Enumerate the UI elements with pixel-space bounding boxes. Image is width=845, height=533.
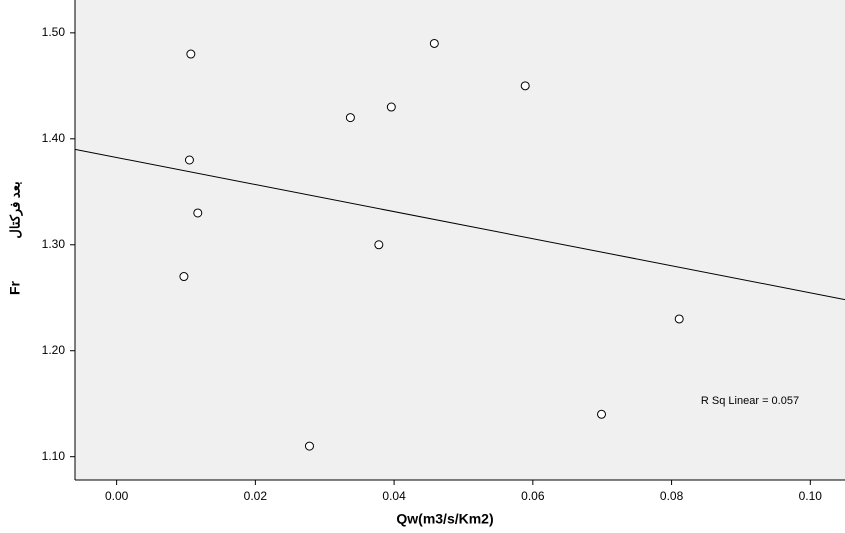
y-axis-label: Fr xyxy=(7,280,23,295)
y-tick-label: 1.20 xyxy=(42,343,66,357)
annotation: R Sq Linear = 0.057 xyxy=(701,395,799,407)
point xyxy=(429,38,439,48)
point xyxy=(674,314,684,324)
point xyxy=(304,441,314,451)
point xyxy=(345,113,355,123)
y-tick-label: 1.10 xyxy=(42,449,66,463)
y-tick-label: 1.30 xyxy=(42,237,66,251)
point xyxy=(520,81,530,91)
y-tick-label: 1.50 xyxy=(42,25,66,39)
x-tick-label: 0.02 xyxy=(244,489,268,503)
x-tick-label: 0.08 xyxy=(660,489,684,503)
x-tick-label: 0.04 xyxy=(382,489,406,503)
point xyxy=(374,240,384,250)
x-tick-label: 0.06 xyxy=(521,489,545,503)
x-tick-label: 0.00 xyxy=(105,489,129,503)
point xyxy=(597,409,607,419)
y-tick-label: 1.40 xyxy=(42,131,66,145)
point xyxy=(179,272,189,282)
point xyxy=(186,49,196,59)
fit-line xyxy=(74,148,845,301)
point xyxy=(184,155,194,165)
point xyxy=(193,208,203,218)
x-axis-label: Qw(m3/s/Km2) xyxy=(396,511,493,527)
point xyxy=(386,102,396,112)
y-axis-label-secondary: بعد فرکتال xyxy=(7,181,23,238)
plot-area xyxy=(75,0,845,480)
x-tick-label: 0.10 xyxy=(799,489,823,503)
